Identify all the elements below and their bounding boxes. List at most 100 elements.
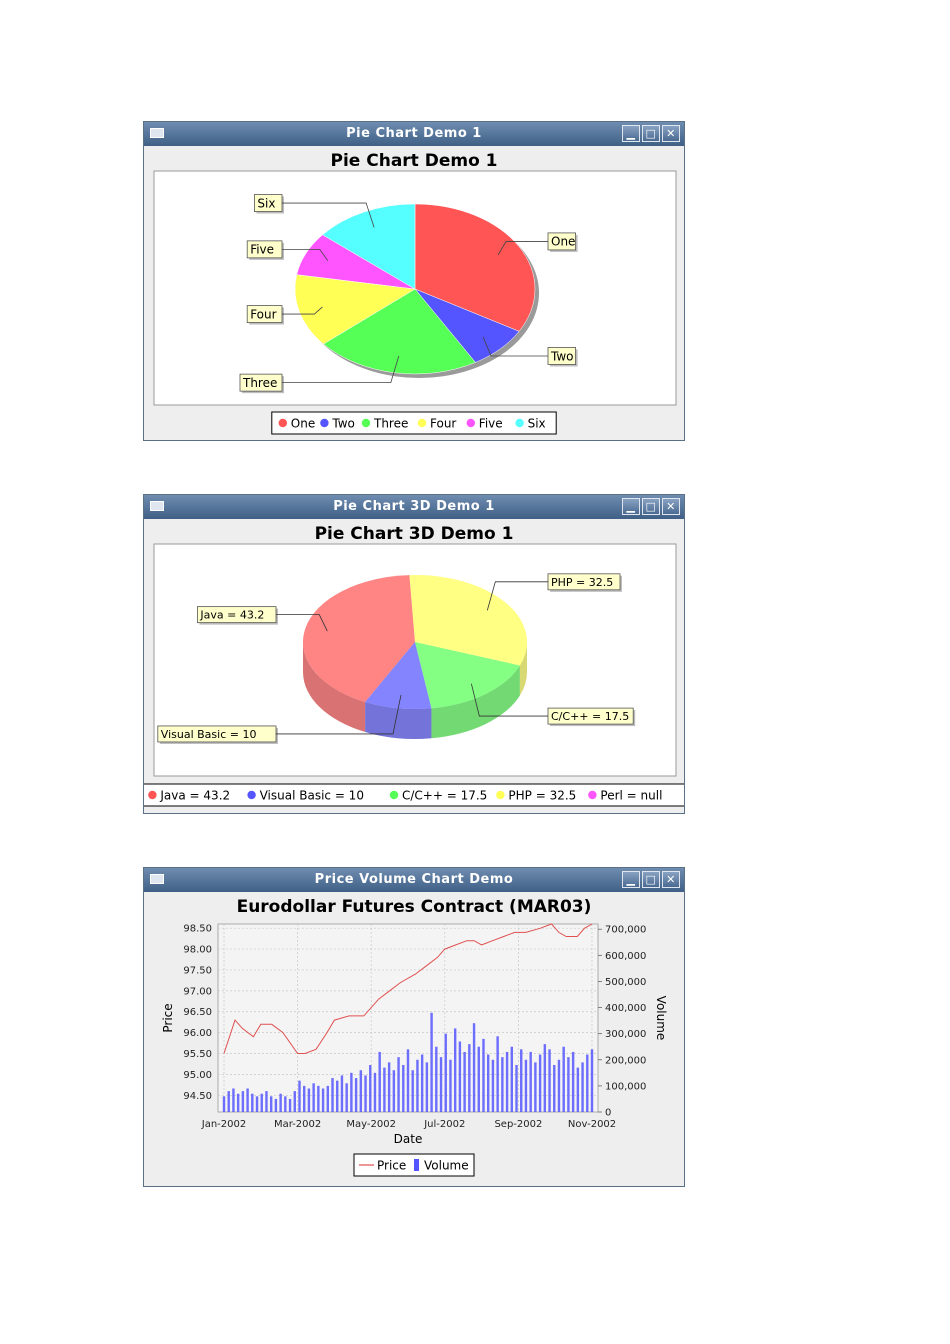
- close-icon[interactable]: ✕: [662, 871, 680, 888]
- volume-bar: [397, 1057, 400, 1112]
- window-menu-icon[interactable]: [150, 501, 164, 511]
- y2-tick-label: 0: [605, 1108, 611, 1119]
- y-tick-label: 96.50: [183, 1007, 212, 1018]
- pie-label-two: Two: [550, 349, 574, 363]
- pie-label-c-c: C/C++ = 17.5: [551, 710, 629, 723]
- legend-swatch-java-43-2: [148, 790, 157, 800]
- legend-item-volume: Volume: [424, 1159, 469, 1173]
- pie-side-java-0: [303, 642, 366, 732]
- minimize-icon[interactable]: ▁: [622, 498, 640, 515]
- chart-title: Pie Chart Demo 1: [331, 151, 498, 171]
- pie-slice-c-c: [415, 642, 520, 709]
- price-line: [223, 923, 593, 1054]
- volume-bar: [227, 1091, 230, 1112]
- y-tick-label: 95.00: [183, 1070, 212, 1081]
- title-bar[interactable]: Pie Chart Demo 1 ▁ □ ✕: [144, 122, 684, 146]
- pie-slice-four: [294, 274, 416, 345]
- volume-bar: [458, 1041, 462, 1112]
- pie-label-line-one: [497, 241, 548, 256]
- volume-bar: [411, 1070, 414, 1112]
- pie-label-five: Five: [250, 243, 274, 257]
- volume-bar: [420, 1054, 424, 1112]
- pie-label-line-three: [282, 355, 400, 384]
- close-icon[interactable]: ✕: [662, 498, 680, 515]
- volume-bar: [345, 1083, 348, 1112]
- volume-bar: [477, 1046, 480, 1112]
- legend-swatch-five: [466, 418, 475, 428]
- chart-title: Pie Chart 3D Demo 1: [315, 524, 514, 544]
- window-menu-icon[interactable]: [150, 874, 164, 884]
- window-title: Pie Chart 3D Demo 1: [333, 499, 495, 514]
- volume-bar: [463, 1051, 466, 1112]
- volume-bar: [326, 1085, 329, 1112]
- pie-chart: Pie Chart Demo 1 One Two Three Four Five Six On…: [153, 151, 677, 435]
- volume-bar: [331, 1078, 334, 1112]
- volume-bar: [340, 1075, 344, 1112]
- volume-bar: [284, 1096, 287, 1112]
- legend-swatch-perl-null: [588, 790, 597, 800]
- legend-item-java-43-2: Java = 43.2: [159, 789, 230, 803]
- maximize-icon[interactable]: □: [642, 871, 660, 888]
- volume-bar: [260, 1093, 263, 1112]
- legend-swatch-two: [320, 418, 329, 428]
- volume-bar: [317, 1085, 320, 1112]
- pie-label-line-php: [486, 581, 548, 611]
- window-title: Pie Chart Demo 1: [346, 126, 482, 141]
- minimize-icon[interactable]: ▁: [622, 125, 640, 142]
- y-axis-label: Price: [161, 1003, 175, 1032]
- legend-swatch-c-c-17-5: [389, 790, 399, 800]
- volume-bar: [468, 1044, 471, 1112]
- pie-label-visual-basic: Visual Basic = 10: [161, 728, 257, 741]
- x-tick-label: Jan-2002: [201, 1119, 246, 1130]
- y2-tick-label: 300,000: [605, 1029, 646, 1040]
- title-bar[interactable]: Price Volume Chart Demo ▁ □ ✕: [144, 868, 684, 892]
- maximize-icon[interactable]: □: [642, 498, 660, 515]
- maximize-icon[interactable]: □: [642, 125, 660, 142]
- volume-bar: [416, 1059, 419, 1112]
- window-price-volume-chart-demo: Price Volume Chart Demo ▁ □ ✕ Eurodollar…: [143, 867, 685, 1187]
- legend-swatch-one: [278, 418, 287, 428]
- volume-bar: [524, 1059, 528, 1112]
- legend-item-php-32-5: PHP = 32.5: [508, 789, 576, 803]
- close-icon[interactable]: ✕: [662, 125, 680, 142]
- volume-bar: [312, 1083, 315, 1112]
- y-tick-label: 94.50: [183, 1091, 212, 1102]
- volume-bar: [496, 1036, 499, 1112]
- window-menu-icon[interactable]: [150, 128, 164, 138]
- pie-label-six: Six: [257, 196, 275, 210]
- volume-bar: [571, 1051, 575, 1112]
- volume-bar: [373, 1072, 377, 1112]
- y2-axis-label: Volume: [654, 996, 668, 1041]
- minimize-icon[interactable]: ▁: [622, 871, 640, 888]
- pie-label-java: Java = 43.2: [199, 609, 264, 622]
- window-pie-chart-3d-demo: Pie Chart 3D Demo 1 ▁ □ ✕ Pie Chart 3D D…: [143, 494, 685, 814]
- pie-side-visual-basic-0: [365, 701, 432, 739]
- volume-bar: [425, 1062, 429, 1112]
- legend-swatch-four: [417, 418, 427, 428]
- legend-item-two: Two: [331, 417, 355, 431]
- pie-label-line-two: [482, 336, 548, 357]
- volume-bar: [487, 1054, 490, 1112]
- y2-tick-label: 500,000: [605, 977, 646, 988]
- y-tick-label: 96.00: [183, 1028, 212, 1039]
- pie-label-line-five: [282, 248, 329, 261]
- pie-label-line-six: [282, 202, 375, 228]
- pie-label-line-visual-basic: [276, 694, 402, 735]
- pie-label-line-java: [276, 614, 328, 632]
- x-tick-label: Jul-2002: [423, 1119, 465, 1130]
- volume-bar: [449, 1059, 452, 1112]
- title-bar[interactable]: Pie Chart 3D Demo 1 ▁ □ ✕: [144, 495, 684, 519]
- volume-bar: [576, 1067, 580, 1112]
- price-volume-chart: Eurodollar Futures Contract (MAR03) 94.50…: [161, 897, 668, 1177]
- volume-bar: [350, 1072, 353, 1112]
- x-tick-label: May-2002: [346, 1119, 396, 1130]
- legend-item-price: Price: [377, 1159, 406, 1173]
- volume-bar: [392, 1070, 396, 1112]
- volume-bar: [274, 1098, 278, 1112]
- volume-bar: [505, 1051, 509, 1112]
- legend-box: [144, 783, 684, 807]
- y2-tick-label: 200,000: [605, 1055, 646, 1066]
- legend-item-visual-basic-10: Visual Basic = 10: [260, 789, 364, 803]
- volume-bar: [444, 1033, 447, 1112]
- volume-bar: [501, 1057, 504, 1112]
